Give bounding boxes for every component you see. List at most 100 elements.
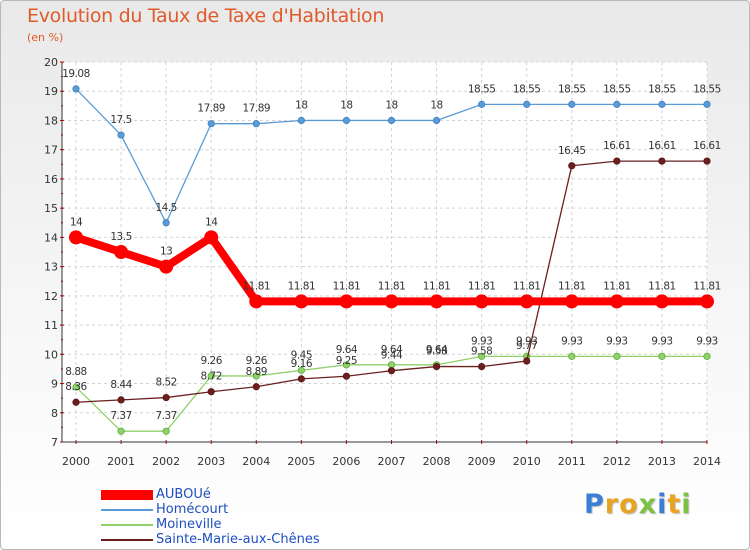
y-tick-label: 15 bbox=[44, 202, 58, 215]
data-point bbox=[342, 372, 351, 380]
data-label: 9.77 bbox=[516, 340, 537, 352]
data-point bbox=[117, 427, 125, 435]
data-point bbox=[204, 230, 219, 245]
legend-item: Moineville bbox=[101, 517, 401, 532]
data-label: 18.55 bbox=[513, 83, 541, 95]
x-tick-label: 2005 bbox=[287, 455, 315, 468]
data-point bbox=[703, 352, 711, 360]
y-tick-label: 9 bbox=[51, 378, 58, 391]
data-point bbox=[523, 357, 531, 365]
data-label: 9.64 bbox=[336, 344, 358, 356]
legend-swatch bbox=[101, 488, 153, 502]
y-tick-label: 16 bbox=[44, 173, 58, 186]
logo-letter: t bbox=[667, 489, 682, 520]
line-chart: 7 8 9 10 11 12 13 14 15 16 17 18 19 20 2000 2001 2002 200… bbox=[44, 56, 721, 468]
legend-item: AUBOUé bbox=[101, 487, 401, 502]
data-label: 11.81 bbox=[288, 280, 316, 292]
data-point bbox=[117, 396, 125, 404]
data-label: 9.64 bbox=[381, 344, 403, 356]
data-point bbox=[432, 362, 441, 371]
y-tick-label: 19 bbox=[44, 85, 58, 98]
legend-label: Sainte-Marie-aux-Chênes bbox=[156, 532, 320, 547]
data-point bbox=[252, 120, 260, 128]
data-label: 18.55 bbox=[558, 83, 586, 95]
data-point bbox=[609, 294, 624, 309]
x-tick-label: 2006 bbox=[332, 455, 360, 468]
chart-title: Evolution du Taux de Taxe d'Habitation bbox=[27, 5, 385, 27]
data-label: 9.93 bbox=[606, 335, 627, 347]
y-tick-label: 17 bbox=[44, 144, 58, 157]
x-tick-label: 2014 bbox=[693, 455, 721, 468]
data-label: 11.81 bbox=[423, 280, 451, 292]
data-point bbox=[339, 294, 354, 309]
y-tick-label: 20 bbox=[44, 56, 58, 69]
data-point bbox=[387, 116, 396, 125]
data-label: 13 bbox=[160, 246, 172, 258]
data-point bbox=[249, 294, 264, 309]
y-tick-label: 14 bbox=[44, 231, 58, 244]
data-point bbox=[162, 219, 170, 227]
data-label: 11.81 bbox=[603, 280, 631, 292]
data-label: 9.25 bbox=[336, 355, 357, 367]
data-label: 9.93 bbox=[471, 335, 492, 347]
data-point bbox=[654, 294, 669, 309]
x-tick-label: 2010 bbox=[513, 455, 541, 468]
data-label: 11.81 bbox=[468, 280, 496, 292]
plot-area bbox=[62, 62, 707, 442]
data-label: 16.61 bbox=[693, 140, 721, 152]
data-label: 7.37 bbox=[110, 410, 131, 422]
data-label: 14 bbox=[70, 216, 83, 228]
x-tick-label: 2009 bbox=[468, 455, 496, 468]
data-label: 11.81 bbox=[513, 280, 541, 292]
data-label: 9.45 bbox=[291, 349, 312, 361]
data-label: 8.52 bbox=[155, 377, 176, 389]
data-label: 9.93 bbox=[651, 335, 672, 347]
legend-swatch bbox=[101, 533, 153, 547]
y-tick-label: 13 bbox=[44, 261, 58, 274]
logo-letter: i bbox=[681, 489, 692, 520]
data-label: 13.5 bbox=[110, 231, 131, 243]
data-point bbox=[519, 294, 534, 309]
legend-label: Moineville bbox=[156, 517, 222, 532]
data-label: 18 bbox=[295, 99, 307, 111]
data-point bbox=[207, 372, 215, 380]
data-label: 8.89 bbox=[246, 366, 267, 378]
data-label: 11.81 bbox=[378, 280, 406, 292]
data-label-layer: 19.08 17.5 14.5 17.89 17.89 18 18 18 18 18.55 18.5… bbox=[62, 68, 721, 422]
data-label: 9.58 bbox=[471, 346, 492, 358]
data-label: 11.81 bbox=[693, 280, 721, 292]
logo-letter: i bbox=[657, 489, 668, 520]
logo-letter: P bbox=[584, 489, 605, 520]
data-label: 8.44 bbox=[110, 379, 132, 391]
logo-letter: o bbox=[619, 489, 639, 520]
data-point bbox=[387, 361, 396, 369]
data-point bbox=[207, 120, 215, 128]
data-point bbox=[72, 85, 80, 93]
data-point bbox=[658, 352, 666, 360]
data-point bbox=[297, 375, 305, 383]
data-point bbox=[342, 361, 351, 369]
data-label: 19.08 bbox=[62, 68, 90, 80]
data-label: 17.5 bbox=[110, 114, 131, 126]
x-tick-label: 2011 bbox=[558, 455, 586, 468]
y-tick-label: 18 bbox=[44, 114, 58, 127]
data-label: 8.72 bbox=[201, 371, 222, 383]
data-point bbox=[252, 383, 260, 391]
data-point bbox=[474, 294, 489, 309]
data-label: 8.36 bbox=[65, 381, 87, 393]
data-label: 16.61 bbox=[648, 140, 676, 152]
data-label: 9.64 bbox=[426, 344, 448, 356]
data-point bbox=[294, 294, 309, 309]
data-point bbox=[297, 366, 305, 374]
data-point bbox=[568, 100, 576, 108]
data-label: 17.89 bbox=[243, 103, 271, 115]
x-tick-label: 2003 bbox=[197, 455, 225, 468]
data-point bbox=[700, 294, 714, 309]
data-label: 18.55 bbox=[693, 83, 721, 95]
data-point bbox=[159, 259, 174, 274]
data-label: 9.26 bbox=[201, 355, 223, 367]
legend-swatch bbox=[101, 503, 153, 517]
data-label: 18 bbox=[340, 99, 352, 111]
data-point bbox=[568, 162, 576, 170]
